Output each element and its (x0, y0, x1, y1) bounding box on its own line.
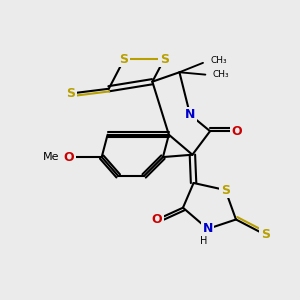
Text: O: O (63, 151, 74, 164)
Text: Me: Me (43, 152, 59, 162)
Text: O: O (152, 213, 162, 226)
Text: O: O (232, 125, 242, 138)
Text: S: S (160, 53, 169, 66)
Text: H: H (200, 236, 208, 246)
Text: CH₃: CH₃ (210, 56, 227, 65)
Text: S: S (221, 184, 230, 196)
Text: N: N (202, 222, 213, 236)
Text: N: N (185, 108, 195, 121)
Text: S: S (67, 87, 76, 100)
Text: S: S (120, 53, 129, 66)
Text: CH₃: CH₃ (212, 70, 229, 79)
Text: S: S (261, 228, 270, 241)
